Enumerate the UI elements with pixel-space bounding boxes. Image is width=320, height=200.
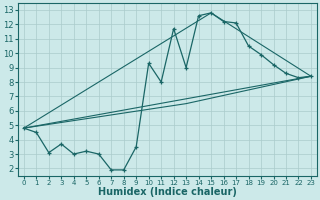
X-axis label: Humidex (Indice chaleur): Humidex (Indice chaleur) — [98, 187, 237, 197]
